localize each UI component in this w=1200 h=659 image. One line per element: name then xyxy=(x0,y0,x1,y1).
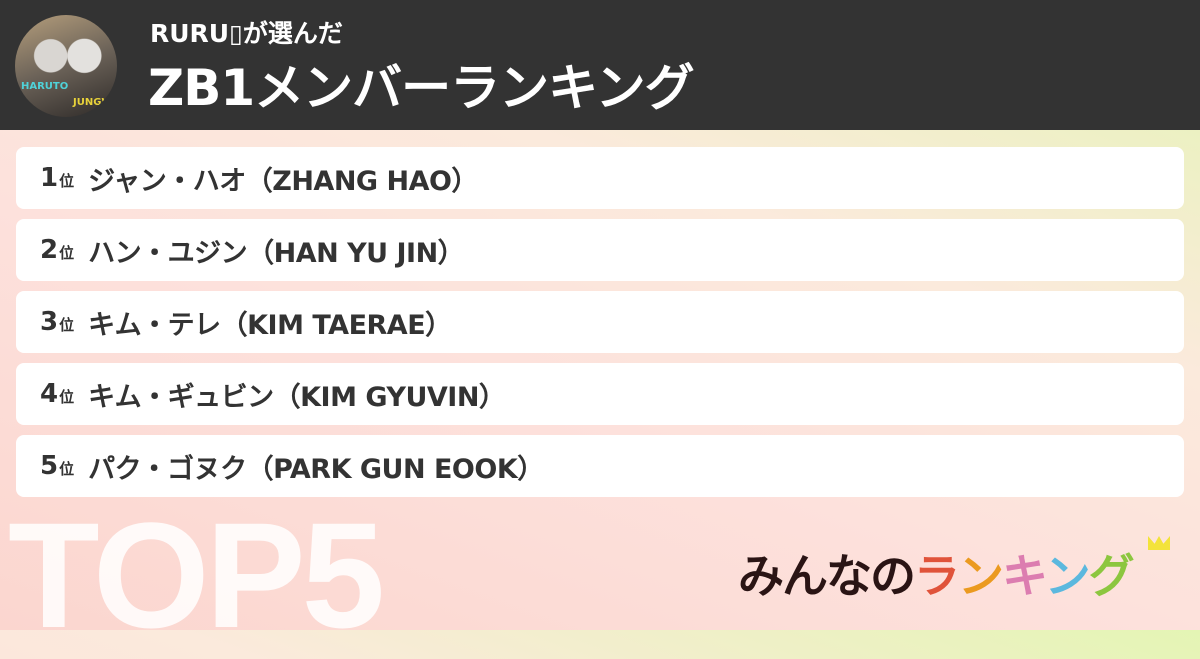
member-name: ハン・ユジン（HAN YU JIN） xyxy=(88,237,465,269)
ranking-row[interactable]: 5位 パク・ゴヌク（PARK GUN EOOK） xyxy=(16,435,1184,497)
member-name: キム・テレ（KIM TAERAE） xyxy=(88,309,452,341)
member-name: パク・ゴヌク（PARK GUN EOOK） xyxy=(88,453,544,485)
rank-number: 1位 xyxy=(40,163,75,193)
crown-icon xyxy=(1148,536,1170,550)
ranking-row[interactable]: 4位 キム・ギュビン（KIM GYUVIN） xyxy=(16,363,1184,425)
logo-letter: グ xyxy=(1088,549,1135,603)
site-logo[interactable]: みんなのランキング xyxy=(738,540,1135,606)
rank-number: 5位 xyxy=(40,451,75,481)
subtitle: RURU▯が選んだ xyxy=(150,19,343,48)
avatar[interactable]: HARUTO JUNGWON xyxy=(15,15,117,117)
logo-letter: ン xyxy=(1044,549,1091,603)
member-name: キム・ギュビン（KIM GYUVIN） xyxy=(88,381,506,413)
rank-number: 3位 xyxy=(40,307,75,337)
top5-badge: TOP5 xyxy=(8,491,385,659)
page-title: ZB1メンバーランキング xyxy=(148,59,695,117)
header: HARUTO JUNGWON RURU▯が選んだ ZB1メンバーランキング xyxy=(0,0,1200,130)
rank-number: 2位 xyxy=(40,235,75,265)
avatar-label: HARUTO xyxy=(21,81,69,92)
member-name: ジャン・ハオ（ZHANG HAO） xyxy=(88,165,478,197)
ranking-row[interactable]: 3位 キム・テレ（KIM TAERAE） xyxy=(16,291,1184,353)
ranking-row[interactable]: 1位 ジャン・ハオ（ZHANG HAO） xyxy=(16,147,1184,209)
avatar-label: JUNGWON xyxy=(73,97,117,108)
ranking-row[interactable]: 2位 ハン・ユジン（HAN YU JIN） xyxy=(16,219,1184,281)
logo-prefix: みんなの xyxy=(738,549,916,603)
logo-letter: キ xyxy=(1002,549,1047,603)
logo-letter: ラ xyxy=(914,549,960,603)
rank-number: 4位 xyxy=(40,379,75,409)
logo-letter: ン xyxy=(958,549,1004,603)
